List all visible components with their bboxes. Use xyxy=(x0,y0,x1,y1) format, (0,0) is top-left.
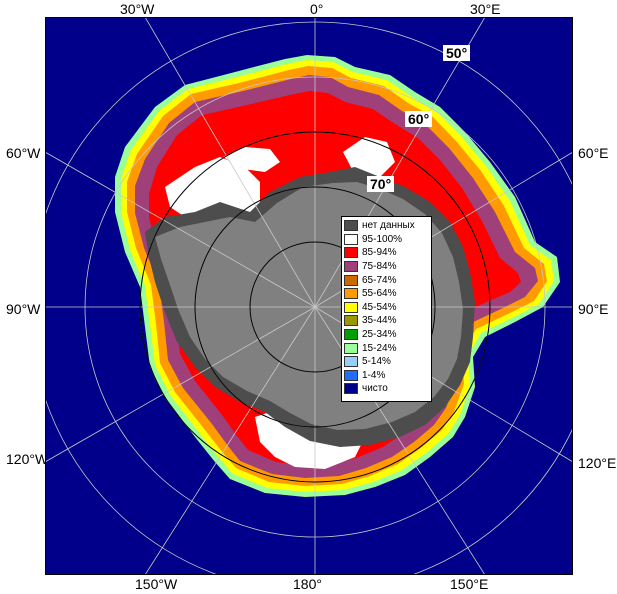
legend-swatch xyxy=(344,288,358,300)
legend-item: 65-74% xyxy=(344,273,429,287)
legend-item: 1-4% xyxy=(344,369,429,383)
sea-ice-concentration-map xyxy=(45,17,573,575)
legend-label: 85-94% xyxy=(362,247,397,259)
legend-swatch xyxy=(344,247,358,259)
legend-label: 25-34% xyxy=(362,329,397,341)
legend-swatch xyxy=(344,315,358,327)
lon-label-90e: 90°E xyxy=(578,301,609,317)
legend-label: 15-24% xyxy=(362,342,397,354)
legend-label: нет данных xyxy=(362,220,415,232)
legend-item: 85-94% xyxy=(344,246,429,260)
lon-label-30w: 30°W xyxy=(120,1,155,17)
legend-swatch xyxy=(344,356,358,368)
lon-label-180: 180° xyxy=(293,576,322,592)
legend-label: 45-54% xyxy=(362,301,397,313)
legend-label: 65-74% xyxy=(362,274,397,286)
lat-label-60: 60° xyxy=(405,111,433,127)
legend-label: 1-4% xyxy=(362,369,386,381)
lon-label-90w: 90°W xyxy=(6,301,41,317)
lon-label-30e: 30°E xyxy=(470,1,501,17)
map-frame xyxy=(45,17,573,575)
lon-label-150w: 150°W xyxy=(135,576,178,592)
legend-swatch xyxy=(344,261,358,273)
lon-label-120w: 120°W xyxy=(6,451,49,467)
lat-label-70: 70° xyxy=(367,176,395,192)
lon-label-0: 0° xyxy=(310,1,324,17)
legend-swatch xyxy=(344,233,358,245)
legend-swatch xyxy=(344,301,358,313)
lon-label-60w: 60°W xyxy=(6,145,41,161)
legend-label: 55-64% xyxy=(362,288,397,300)
legend-swatch xyxy=(344,342,358,354)
legend-item: 95-100% xyxy=(344,233,429,247)
legend-item: 25-34% xyxy=(344,328,429,342)
legend-swatch xyxy=(344,274,358,286)
legend-swatch xyxy=(344,220,358,232)
legend-item: чисто xyxy=(344,382,429,396)
legend-label: чисто xyxy=(362,383,388,395)
legend-item: 45-54% xyxy=(344,301,429,315)
legend-item: 15-24% xyxy=(344,341,429,355)
graticule-dark xyxy=(139,131,491,483)
lon-label-60e: 60°E xyxy=(578,145,609,161)
legend-label: 75-84% xyxy=(362,261,397,273)
legend-swatch xyxy=(344,329,358,341)
legend-label: 5-14% xyxy=(362,356,391,368)
legend-item: нет данных xyxy=(344,219,429,233)
ice-patch-north xyxy=(223,147,280,172)
legend-item: 35-44% xyxy=(344,314,429,328)
legend-label: 95-100% xyxy=(362,233,403,245)
concentration-legend: нет данных 95-100% 85-94% 75-84% 65-74% 55-64… xyxy=(341,216,432,402)
legend-swatch xyxy=(344,369,358,381)
legend-label: 35-44% xyxy=(362,315,397,327)
lon-label-120e: 120°E xyxy=(578,455,617,471)
lon-label-150e: 150°E xyxy=(450,576,489,592)
legend-item: 75-84% xyxy=(344,260,429,274)
legend-item: 5-14% xyxy=(344,355,429,369)
lat-label-50: 50° xyxy=(443,45,471,61)
legend-item: 55-64% xyxy=(344,287,429,301)
legend-swatch xyxy=(344,383,358,395)
ice-patch-east xyxy=(343,137,395,177)
